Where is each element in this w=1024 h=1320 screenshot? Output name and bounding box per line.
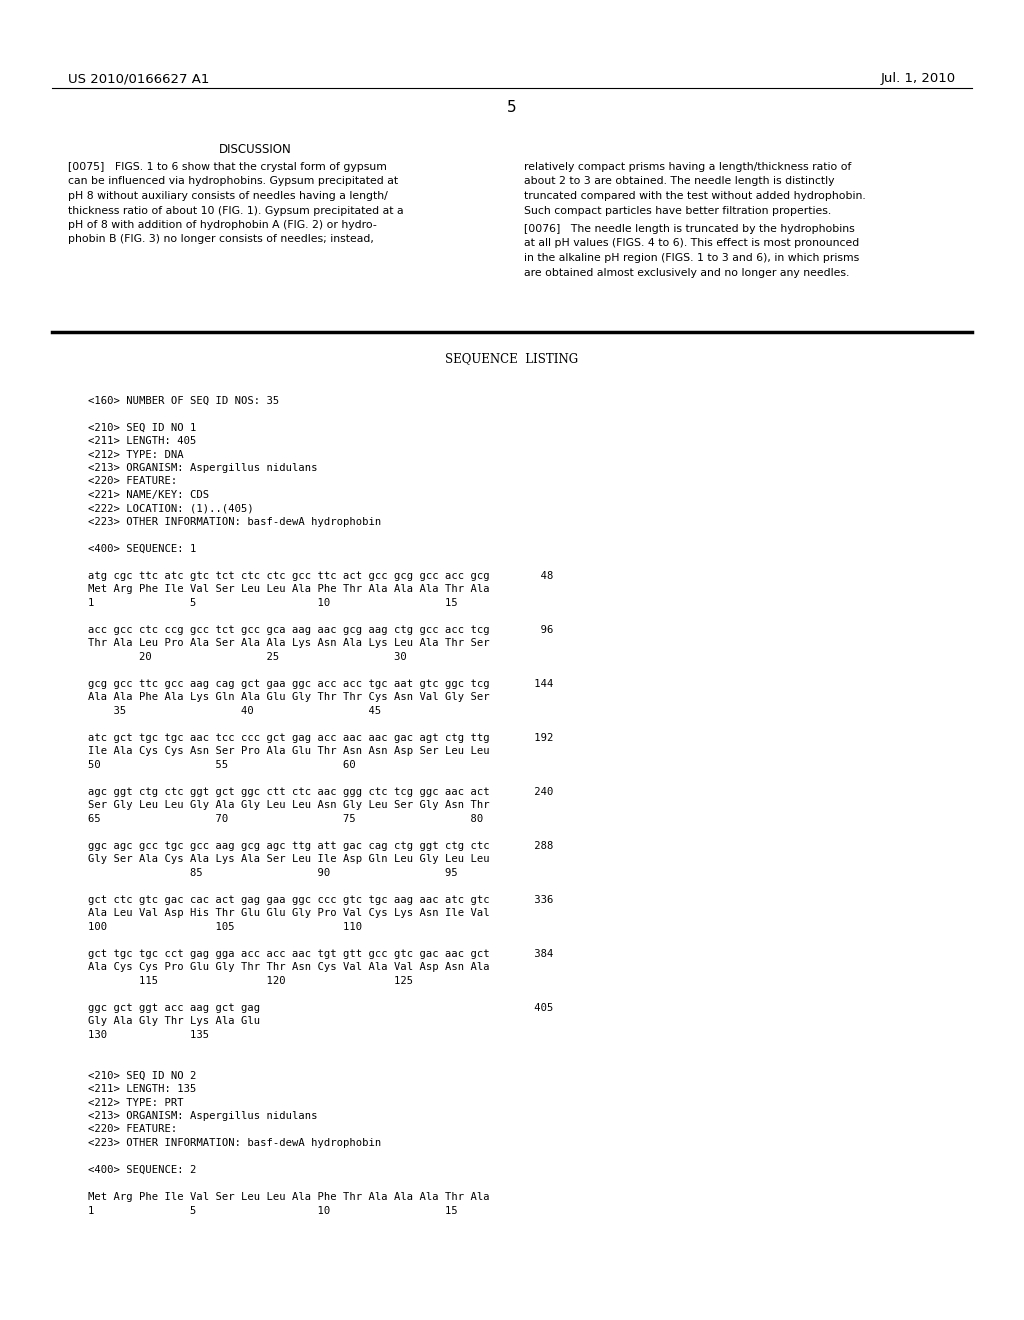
Text: atc gct tgc tgc aac tcc ccc gct gag acc aac aac gac agt ctg ttg       192: atc gct tgc tgc aac tcc ccc gct gag acc … — [88, 733, 553, 743]
Text: <210> SEQ ID NO 1: <210> SEQ ID NO 1 — [88, 422, 197, 433]
Text: [0075]   FIGS. 1 to 6 show that the crystal form of gypsum: [0075] FIGS. 1 to 6 show that the crysta… — [68, 162, 387, 172]
Text: atg cgc ttc atc gtc tct ctc ctc gcc ttc act gcc gcg gcc acc gcg        48: atg cgc ttc atc gtc tct ctc ctc gcc ttc … — [88, 572, 553, 581]
Text: acc gcc ctc ccg gcc tct gcc gca aag aac gcg aag ctg gcc acc tcg        96: acc gcc ctc ccg gcc tct gcc gca aag aac … — [88, 624, 553, 635]
Text: phobin B (FIG. 3) no longer consists of needles; instead,: phobin B (FIG. 3) no longer consists of … — [68, 235, 374, 244]
Text: 5: 5 — [507, 100, 517, 115]
Text: <221> NAME/KEY: CDS: <221> NAME/KEY: CDS — [88, 490, 209, 500]
Text: Met Arg Phe Ile Val Ser Leu Leu Ala Phe Thr Ala Ala Ala Thr Ala: Met Arg Phe Ile Val Ser Leu Leu Ala Phe … — [88, 585, 489, 594]
Text: truncated compared with the test without added hydrophobin.: truncated compared with the test without… — [524, 191, 865, 201]
Text: <212> TYPE: DNA: <212> TYPE: DNA — [88, 450, 183, 459]
Text: 130             135: 130 135 — [88, 1030, 209, 1040]
Text: can be influenced via hydrophobins. Gypsum precipitated at: can be influenced via hydrophobins. Gyps… — [68, 177, 398, 186]
Text: gct ctc gtc gac cac act gag gaa ggc ccc gtc tgc aag aac atc gtc       336: gct ctc gtc gac cac act gag gaa ggc ccc … — [88, 895, 553, 906]
Text: <400> SEQUENCE: 1: <400> SEQUENCE: 1 — [88, 544, 197, 554]
Text: Jul. 1, 2010: Jul. 1, 2010 — [881, 73, 956, 84]
Text: relatively compact prisms having a length/thickness ratio of: relatively compact prisms having a lengt… — [524, 162, 851, 172]
Text: <160> NUMBER OF SEQ ID NOS: 35: <160> NUMBER OF SEQ ID NOS: 35 — [88, 396, 280, 405]
Text: Ala Leu Val Asp His Thr Glu Glu Gly Pro Val Cys Lys Asn Ile Val: Ala Leu Val Asp His Thr Glu Glu Gly Pro … — [88, 908, 489, 919]
Text: Gly Ser Ala Cys Ala Lys Ala Ser Leu Ile Asp Gln Leu Gly Leu Leu: Gly Ser Ala Cys Ala Lys Ala Ser Leu Ile … — [88, 854, 489, 865]
Text: Thr Ala Leu Pro Ala Ser Ala Ala Lys Asn Ala Lys Leu Ala Thr Ser: Thr Ala Leu Pro Ala Ser Ala Ala Lys Asn … — [88, 639, 489, 648]
Text: <211> LENGTH: 135: <211> LENGTH: 135 — [88, 1084, 197, 1094]
Text: <400> SEQUENCE: 2: <400> SEQUENCE: 2 — [88, 1166, 197, 1175]
Text: pH 8 without auxiliary consists of needles having a length/: pH 8 without auxiliary consists of needl… — [68, 191, 388, 201]
Text: <223> OTHER INFORMATION: basf-dewA hydrophobin: <223> OTHER INFORMATION: basf-dewA hydro… — [88, 517, 381, 527]
Text: 20                  25                  30: 20 25 30 — [88, 652, 407, 663]
Text: 85                  90                  95: 85 90 95 — [88, 869, 458, 878]
Text: Such compact particles have better filtration properties.: Such compact particles have better filtr… — [524, 206, 831, 215]
Text: pH of 8 with addition of hydrophobin A (FIG. 2) or hydro-: pH of 8 with addition of hydrophobin A (… — [68, 220, 377, 230]
Text: <213> ORGANISM: Aspergillus nidulans: <213> ORGANISM: Aspergillus nidulans — [88, 1111, 317, 1121]
Text: at all pH values (FIGS. 4 to 6). This effect is most pronounced: at all pH values (FIGS. 4 to 6). This ef… — [524, 239, 859, 248]
Text: <212> TYPE: PRT: <212> TYPE: PRT — [88, 1097, 183, 1107]
Text: <220> FEATURE:: <220> FEATURE: — [88, 477, 177, 487]
Text: <222> LOCATION: (1)..(405): <222> LOCATION: (1)..(405) — [88, 503, 254, 513]
Text: 50                  55                  60: 50 55 60 — [88, 760, 355, 770]
Text: <220> FEATURE:: <220> FEATURE: — [88, 1125, 177, 1134]
Text: Ala Cys Cys Pro Glu Gly Thr Thr Asn Cys Val Ala Val Asp Asn Ala: Ala Cys Cys Pro Glu Gly Thr Thr Asn Cys … — [88, 962, 489, 973]
Text: [0076]   The needle length is truncated by the hydrophobins: [0076] The needle length is truncated by… — [524, 224, 855, 234]
Text: Ile Ala Cys Cys Asn Ser Pro Ala Glu Thr Asn Asn Asp Ser Leu Leu: Ile Ala Cys Cys Asn Ser Pro Ala Glu Thr … — [88, 747, 489, 756]
Text: US 2010/0166627 A1: US 2010/0166627 A1 — [68, 73, 209, 84]
Text: 115                 120                 125: 115 120 125 — [88, 975, 413, 986]
Text: SEQUENCE  LISTING: SEQUENCE LISTING — [445, 352, 579, 366]
Text: <211> LENGTH: 405: <211> LENGTH: 405 — [88, 436, 197, 446]
Text: ggc agc gcc tgc gcc aag gcg agc ttg att gac cag ctg ggt ctg ctc       288: ggc agc gcc tgc gcc aag gcg agc ttg att … — [88, 841, 553, 851]
Text: 65                  70                  75                  80: 65 70 75 80 — [88, 814, 483, 824]
Text: Gly Ala Gly Thr Lys Ala Glu: Gly Ala Gly Thr Lys Ala Glu — [88, 1016, 260, 1027]
Text: gct tgc tgc cct gag gga acc acc aac tgt gtt gcc gtc gac aac gct       384: gct tgc tgc cct gag gga acc acc aac tgt … — [88, 949, 553, 960]
Text: DISCUSSION: DISCUSSION — [219, 143, 292, 156]
Text: <210> SEQ ID NO 2: <210> SEQ ID NO 2 — [88, 1071, 197, 1081]
Text: in the alkaline pH region (FIGS. 1 to 3 and 6), in which prisms: in the alkaline pH region (FIGS. 1 to 3 … — [524, 253, 859, 263]
Text: 1               5                   10                  15: 1 5 10 15 — [88, 598, 458, 609]
Text: <213> ORGANISM: Aspergillus nidulans: <213> ORGANISM: Aspergillus nidulans — [88, 463, 317, 473]
Text: 1               5                   10                  15: 1 5 10 15 — [88, 1205, 458, 1216]
Text: agc ggt ctg ctc ggt gct ggc ctt ctc aac ggg ctc tcg ggc aac act       240: agc ggt ctg ctc ggt gct ggc ctt ctc aac … — [88, 787, 553, 797]
Text: <223> OTHER INFORMATION: basf-dewA hydrophobin: <223> OTHER INFORMATION: basf-dewA hydro… — [88, 1138, 381, 1148]
Text: Ala Ala Phe Ala Lys Gln Ala Glu Gly Thr Thr Cys Asn Val Gly Ser: Ala Ala Phe Ala Lys Gln Ala Glu Gly Thr … — [88, 693, 489, 702]
Text: ggc gct ggt acc aag gct gag                                           405: ggc gct ggt acc aag gct gag 405 — [88, 1003, 553, 1012]
Text: Ser Gly Leu Leu Gly Ala Gly Leu Leu Asn Gly Leu Ser Gly Asn Thr: Ser Gly Leu Leu Gly Ala Gly Leu Leu Asn … — [88, 800, 489, 810]
Text: 35                  40                  45: 35 40 45 — [88, 706, 381, 715]
Text: 100                 105                 110: 100 105 110 — [88, 921, 362, 932]
Text: are obtained almost exclusively and no longer any needles.: are obtained almost exclusively and no l… — [524, 268, 849, 277]
Text: Met Arg Phe Ile Val Ser Leu Leu Ala Phe Thr Ala Ala Ala Thr Ala: Met Arg Phe Ile Val Ser Leu Leu Ala Phe … — [88, 1192, 489, 1203]
Text: about 2 to 3 are obtained. The needle length is distinctly: about 2 to 3 are obtained. The needle le… — [524, 177, 835, 186]
Text: gcg gcc ttc gcc aag cag gct gaa ggc acc acc tgc aat gtc ggc tcg       144: gcg gcc ttc gcc aag cag gct gaa ggc acc … — [88, 678, 553, 689]
Text: thickness ratio of about 10 (FIG. 1). Gypsum precipitated at a: thickness ratio of about 10 (FIG. 1). Gy… — [68, 206, 403, 215]
